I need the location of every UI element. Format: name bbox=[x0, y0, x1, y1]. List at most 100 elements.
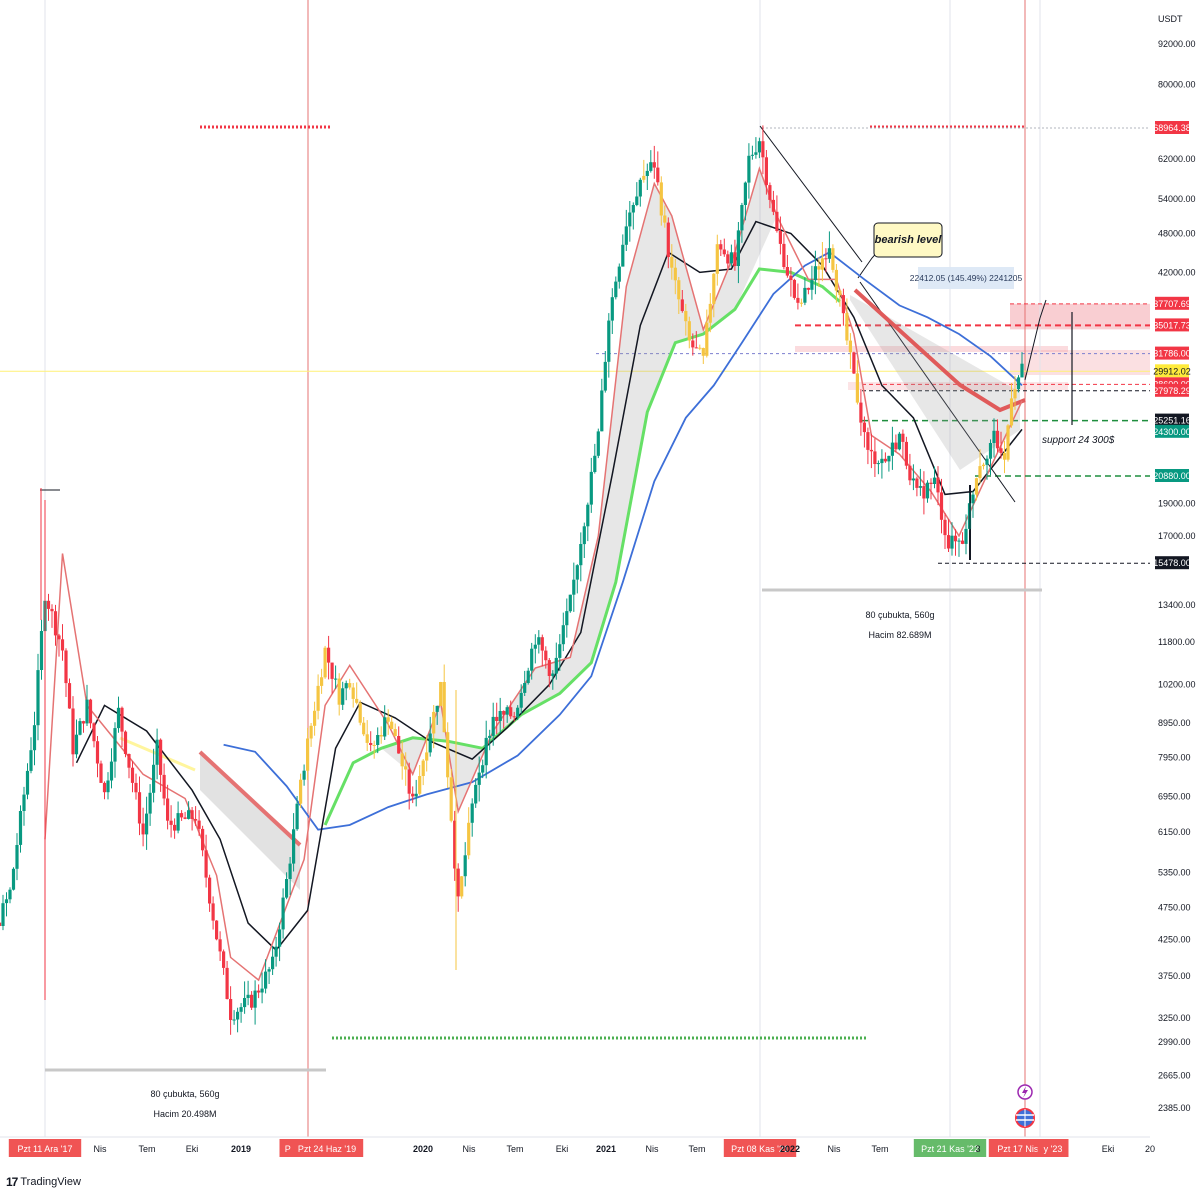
time-label-text: y '23 bbox=[1044, 1144, 1063, 1154]
candle bbox=[197, 810, 201, 836]
candle-body bbox=[11, 868, 16, 890]
candle bbox=[670, 244, 674, 280]
candle-body bbox=[813, 266, 817, 281]
candle-body bbox=[729, 252, 733, 264]
candle bbox=[565, 598, 569, 638]
candle-body bbox=[901, 433, 905, 442]
candle-body bbox=[817, 266, 821, 270]
candle-body bbox=[642, 175, 646, 180]
candle bbox=[915, 476, 919, 497]
candle-body bbox=[488, 735, 492, 738]
candle bbox=[726, 250, 730, 269]
candle bbox=[18, 805, 23, 853]
time-label-7: Pzt 24 Haz '19 bbox=[290, 1139, 364, 1157]
price-tag-label: 20880.00 bbox=[1153, 471, 1191, 481]
candle bbox=[246, 980, 250, 1006]
candle bbox=[551, 670, 555, 690]
candle bbox=[463, 842, 467, 887]
candle-body bbox=[908, 465, 912, 481]
candle-body bbox=[635, 196, 639, 205]
price-tag-4[interactable]: 31786.00 bbox=[1153, 346, 1191, 360]
candle bbox=[733, 239, 737, 271]
candle-body bbox=[792, 279, 796, 298]
candle bbox=[712, 273, 716, 318]
candle-body bbox=[250, 994, 254, 1008]
price-tag-11[interactable]: 20880.00 bbox=[1153, 469, 1191, 482]
resistance-zone-3 bbox=[848, 382, 1068, 390]
candle bbox=[306, 727, 310, 781]
time-label-9: Nis bbox=[463, 1144, 476, 1154]
candle-body bbox=[684, 311, 688, 322]
tradingview-brand: 17 TradingView bbox=[6, 1175, 81, 1189]
candle-body bbox=[239, 1007, 243, 1012]
price-tag-bg bbox=[1155, 318, 1189, 332]
candle-body bbox=[803, 287, 807, 303]
candle bbox=[530, 642, 534, 680]
candle bbox=[799, 298, 803, 307]
candle bbox=[278, 922, 282, 962]
candle bbox=[39, 619, 44, 680]
candle bbox=[365, 720, 369, 751]
candle-body bbox=[197, 820, 201, 829]
candle-body bbox=[922, 486, 926, 499]
candle-body bbox=[565, 611, 569, 626]
candle-body bbox=[463, 855, 467, 877]
candle bbox=[771, 190, 775, 216]
candle bbox=[211, 896, 215, 930]
candle-body bbox=[390, 721, 394, 730]
candle-body bbox=[691, 340, 695, 348]
time-label-text: Nis bbox=[463, 1144, 476, 1154]
candle-body bbox=[722, 249, 726, 255]
price-tag-bg bbox=[1155, 556, 1189, 570]
candle-body bbox=[519, 692, 523, 708]
candle-body bbox=[505, 707, 509, 715]
price-tag-12[interactable]: 15478.00 bbox=[1153, 556, 1191, 570]
candle bbox=[162, 763, 166, 806]
candle-body bbox=[782, 243, 786, 267]
candle bbox=[901, 429, 905, 459]
time-label-text: 2020 bbox=[413, 1144, 433, 1154]
candle-body bbox=[64, 650, 68, 684]
price-tag-5[interactable]: 29912.02 bbox=[1153, 364, 1191, 378]
candle bbox=[978, 449, 982, 484]
time-label-text: Tem bbox=[871, 1144, 888, 1154]
candle-body bbox=[57, 635, 61, 640]
candle-body bbox=[740, 205, 744, 231]
price-axis[interactable]: USDT 92000.00 80000.00 62000.00 54000.00 480… bbox=[1150, 0, 1200, 1160]
price-tag-9[interactable]: 25251.16 bbox=[1153, 413, 1191, 427]
candle-body bbox=[754, 152, 758, 155]
candle-body bbox=[400, 753, 404, 767]
candle bbox=[677, 277, 681, 314]
candle bbox=[1002, 440, 1007, 474]
candle bbox=[4, 892, 9, 917]
candle bbox=[316, 674, 320, 720]
lightning-icon[interactable] bbox=[1017, 1084, 1033, 1100]
candle-body bbox=[509, 707, 513, 717]
candle-body bbox=[344, 683, 348, 689]
candle-body bbox=[502, 711, 506, 715]
candle bbox=[232, 1010, 236, 1025]
price-tag-2[interactable]: 37707.69 bbox=[1153, 296, 1191, 310]
candle bbox=[607, 313, 611, 378]
candle bbox=[701, 347, 705, 364]
price-tag-8[interactable]: 27978.29 bbox=[1153, 383, 1191, 397]
price-tag-10[interactable]: 24300.00 bbox=[1153, 424, 1191, 438]
price-tag-3[interactable]: 35017.73 bbox=[1153, 318, 1191, 332]
candle-body bbox=[824, 258, 828, 260]
bearish-level-callout[interactable]: bearish level bbox=[873, 222, 943, 258]
candle bbox=[663, 205, 667, 228]
candle-body bbox=[771, 199, 775, 212]
candle bbox=[383, 705, 387, 740]
candle-body bbox=[285, 879, 289, 898]
candle-body bbox=[148, 792, 152, 814]
candle-body bbox=[442, 682, 446, 733]
candle bbox=[393, 723, 397, 737]
time-label-14: Tem bbox=[688, 1144, 705, 1154]
candle bbox=[960, 532, 965, 545]
globe-flag-icon[interactable] bbox=[1015, 1108, 1035, 1128]
candle-body bbox=[547, 660, 551, 676]
candle-body bbox=[120, 707, 124, 732]
price-tag-1[interactable]: 68964.38 bbox=[1153, 121, 1191, 134]
